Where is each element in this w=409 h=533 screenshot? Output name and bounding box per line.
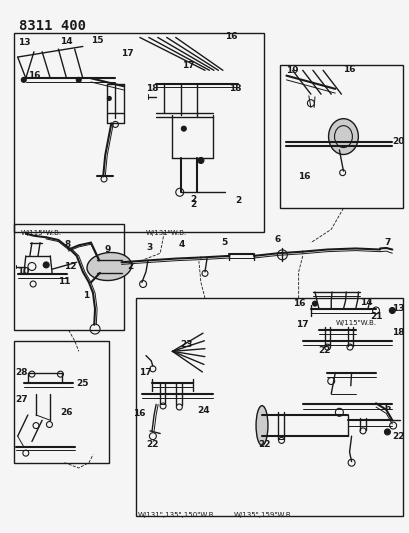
Text: 16: 16 [343,64,355,74]
Text: 22: 22 [146,440,158,449]
Text: 11: 11 [57,277,70,286]
Text: W/131",135",150"W.B.: W/131",135",150"W.B. [137,512,216,518]
Circle shape [181,126,186,131]
Circle shape [384,429,389,435]
Text: 16: 16 [27,71,40,80]
Ellipse shape [256,406,267,446]
Circle shape [43,262,49,268]
Ellipse shape [328,119,357,155]
Text: 16: 16 [133,409,146,418]
Text: 17: 17 [182,61,194,69]
Text: 8: 8 [64,240,70,249]
Text: 6: 6 [383,402,389,411]
Text: 13: 13 [18,38,30,47]
Text: W/135",159"W.B.: W/135",159"W.B. [233,512,293,518]
Text: 22: 22 [257,440,270,449]
Text: 2: 2 [127,262,134,271]
Text: 3: 3 [146,244,152,253]
Text: 2: 2 [189,195,196,204]
Circle shape [389,308,394,313]
Circle shape [312,301,317,306]
Text: 2: 2 [190,200,196,209]
Text: 27: 27 [16,394,28,403]
Circle shape [107,96,111,100]
Circle shape [76,77,81,83]
Text: 16: 16 [298,172,310,181]
Text: 16: 16 [293,299,305,308]
Text: 9: 9 [104,245,110,254]
Text: 28: 28 [16,368,28,377]
Text: 22: 22 [318,346,330,355]
Text: 8311 400: 8311 400 [19,19,86,33]
Text: 18: 18 [146,84,158,93]
Text: 17: 17 [295,320,308,329]
Text: 1: 1 [83,291,89,300]
Text: 18: 18 [391,328,404,337]
Text: 16: 16 [225,33,237,42]
Text: 23: 23 [179,340,192,349]
Text: 17: 17 [121,49,134,58]
Text: 20: 20 [391,138,404,147]
Ellipse shape [87,253,131,280]
Circle shape [21,77,26,83]
Circle shape [198,157,203,164]
Text: 14: 14 [359,298,371,307]
Text: 4: 4 [178,240,184,249]
Text: 5: 5 [221,238,227,247]
Text: 19: 19 [285,66,297,75]
Text: W/131"W.B.: W/131"W.B. [146,230,187,237]
Text: 7: 7 [383,238,390,247]
Text: 15: 15 [91,36,103,45]
Text: 18: 18 [229,84,241,93]
Text: 26: 26 [60,408,73,417]
Text: 12: 12 [64,262,77,271]
Text: W/115"W.B.: W/115"W.B. [20,230,61,237]
Text: 22: 22 [391,432,404,441]
Text: 6: 6 [274,236,280,245]
Text: 14: 14 [60,37,73,46]
Text: 21: 21 [369,312,382,321]
Text: 17: 17 [139,368,152,377]
Text: 25: 25 [76,378,89,387]
Text: 10: 10 [17,268,29,276]
Text: 2: 2 [235,196,241,205]
Text: 24: 24 [196,406,209,415]
Text: 13: 13 [391,304,404,313]
Text: W/115"W.B.: W/115"W.B. [335,319,375,326]
